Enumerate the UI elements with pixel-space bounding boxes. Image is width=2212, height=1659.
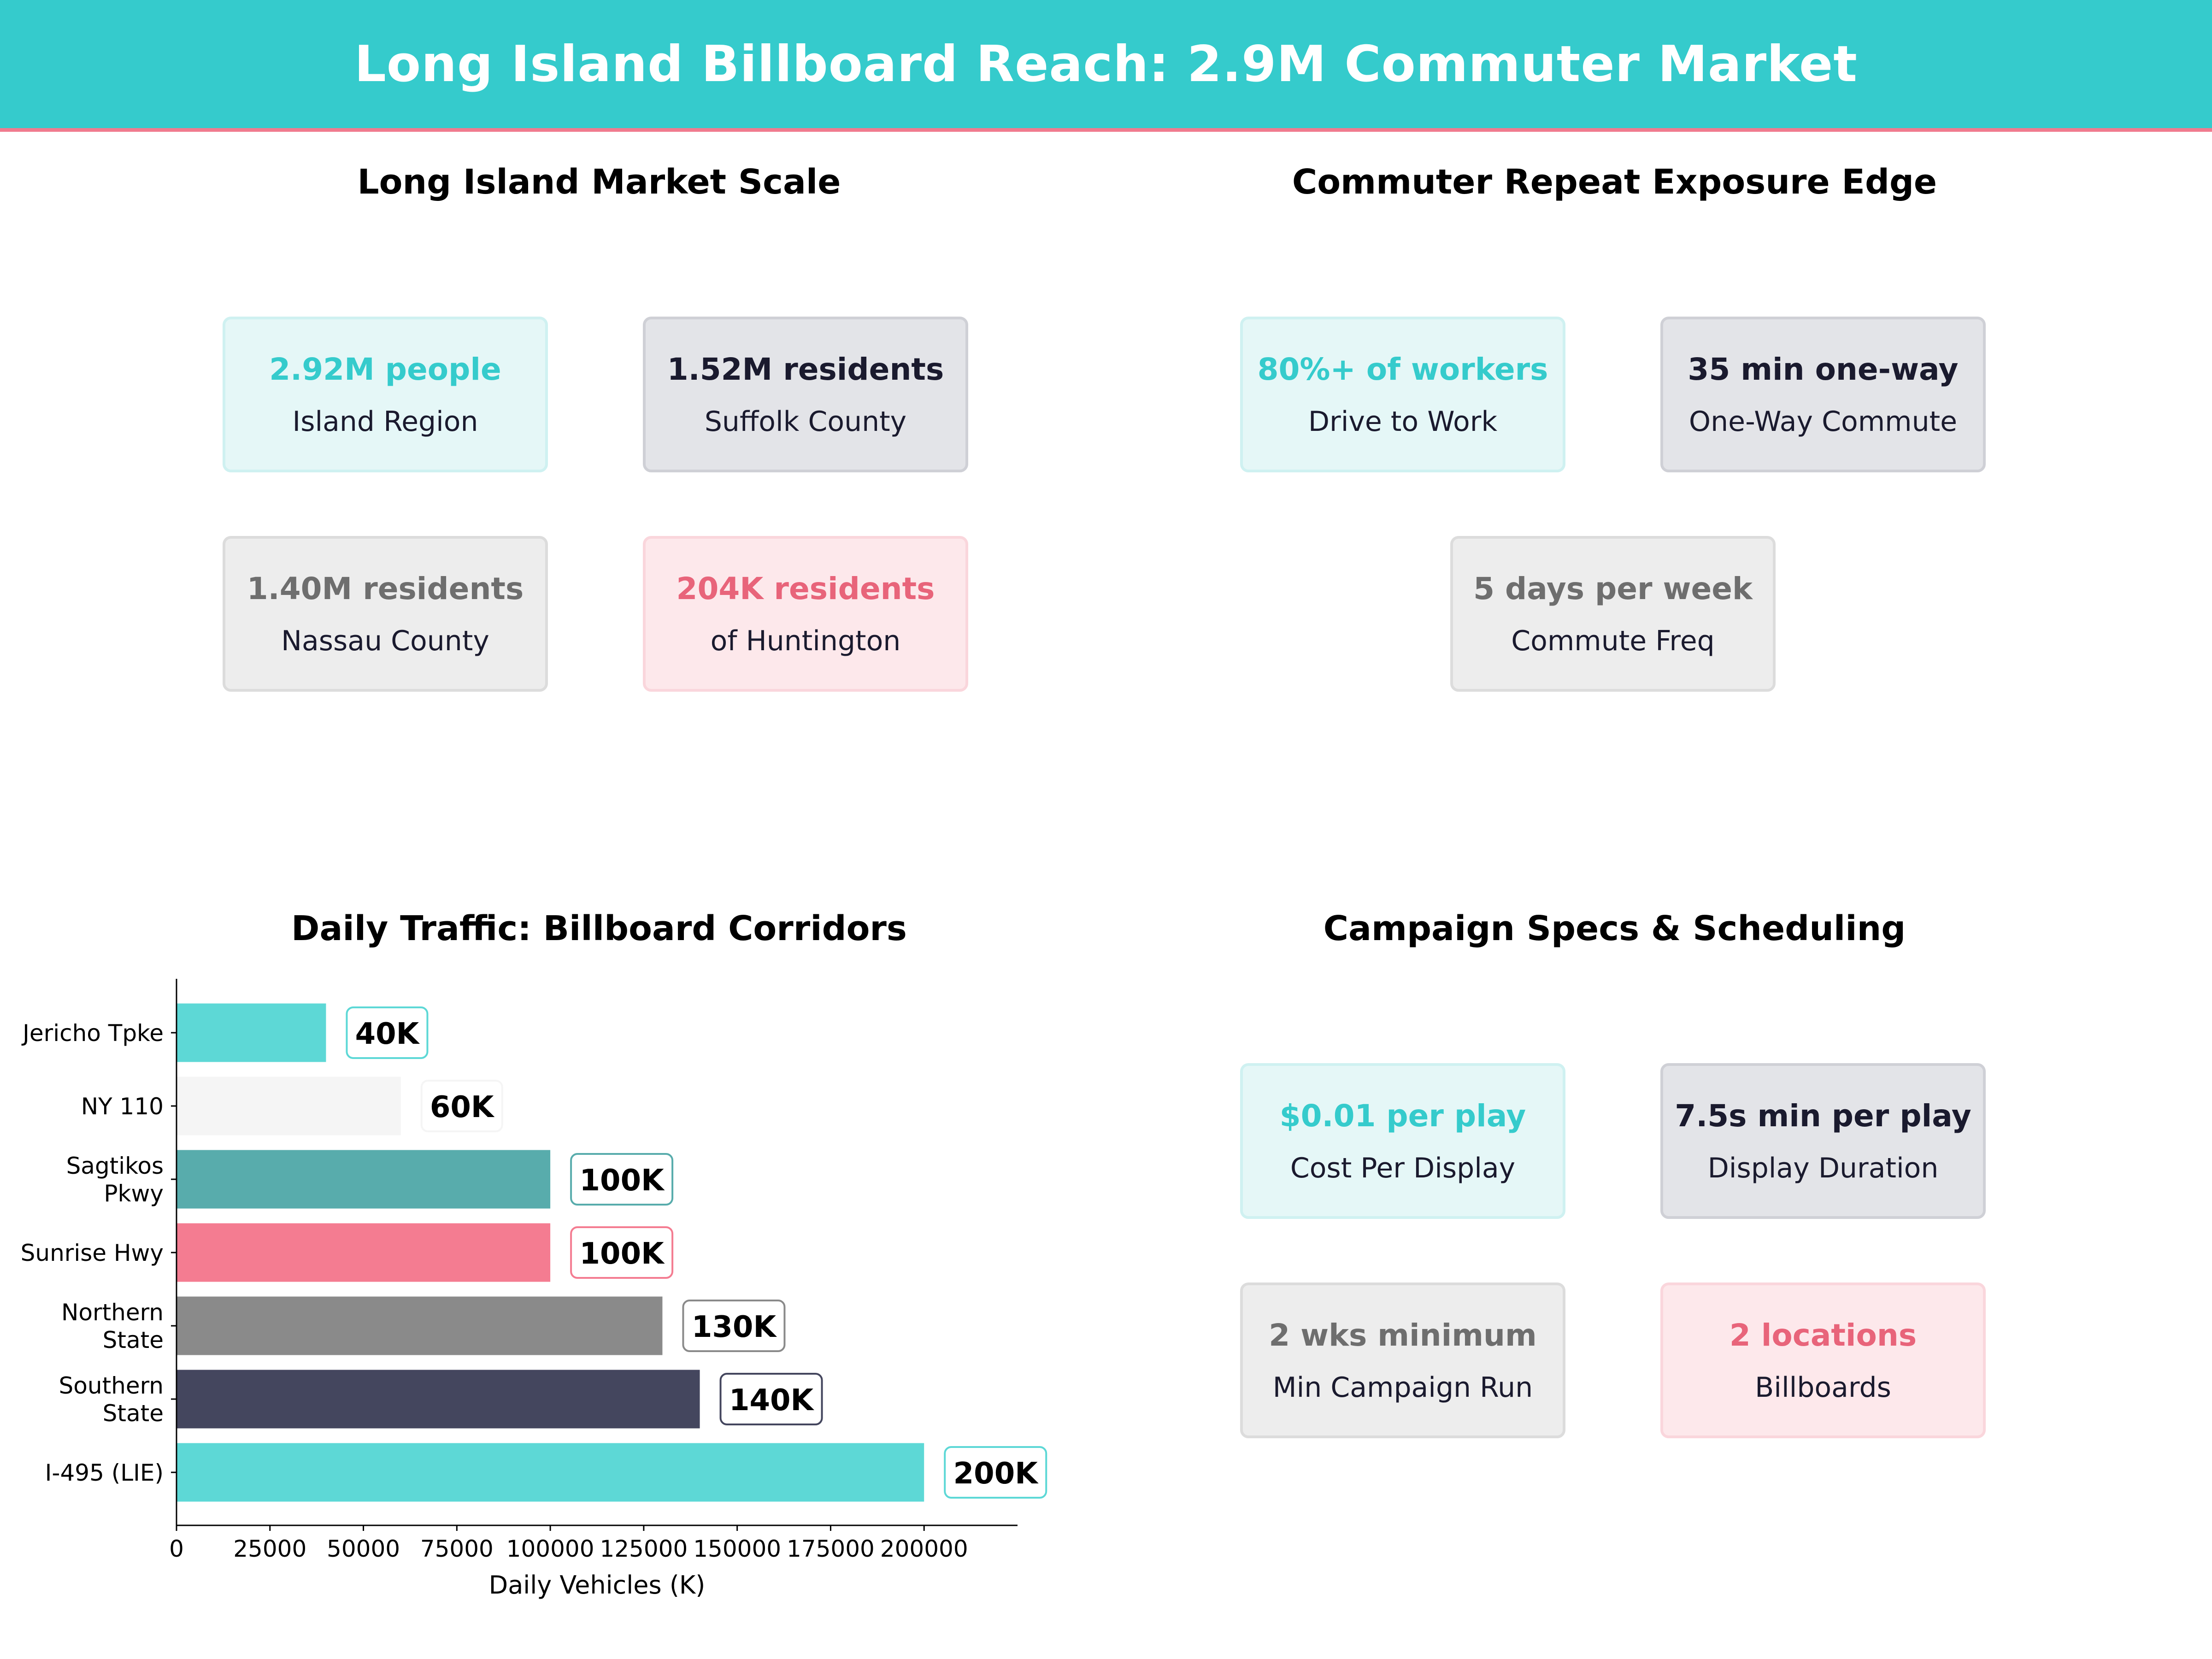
stat-value: 80%+ of workers <box>1257 351 1548 387</box>
stat-value: 2 locations <box>1729 1317 1917 1353</box>
market-scale-title: Long Island Market Scale <box>357 162 841 202</box>
bar <box>176 1223 551 1282</box>
data-label-box <box>944 1446 1047 1499</box>
data-label: 100K <box>580 1164 665 1198</box>
stat-card: 2 locations Billboards <box>1660 1282 1986 1438</box>
y-tick-label: Southern State <box>59 1372 164 1427</box>
x-tick-label: 0 <box>169 1535 184 1562</box>
data-label-box <box>719 1373 823 1425</box>
x-tick-label: 150000 <box>693 1535 781 1562</box>
data-label-box <box>570 1226 674 1279</box>
y-tick-label: I-495 (LIE) <box>45 1459 164 1486</box>
data-label-box <box>682 1300 786 1352</box>
stat-label: Island Region <box>292 405 478 438</box>
stat-card: 80%+ of workers Drive to Work <box>1240 317 1565 472</box>
stat-card: 2.92M people Island Region <box>223 317 548 472</box>
stat-label: of Huntington <box>710 624 901 657</box>
stat-value: 204K residents <box>676 571 935 606</box>
x-tick-label: 50000 <box>327 1535 400 1562</box>
x-tick-label: 25000 <box>233 1535 306 1562</box>
stat-label: Billboards <box>1755 1371 1891 1404</box>
data-label-box <box>346 1006 429 1059</box>
stat-value: 35 min one-way <box>1688 351 1959 387</box>
stat-value: 5 days per week <box>1473 571 1753 606</box>
stat-card: 1.40M residents Nassau County <box>223 536 548 692</box>
stat-label: Display Duration <box>1707 1152 1939 1184</box>
bar <box>176 1370 700 1429</box>
stat-label: Suffolk County <box>704 405 907 438</box>
data-label: 60K <box>430 1090 495 1124</box>
data-label: 40K <box>355 1017 420 1051</box>
stat-value: 1.52M residents <box>667 351 944 387</box>
stat-label: Commute Freq <box>1511 624 1715 657</box>
data-label: 100K <box>580 1237 665 1271</box>
bar <box>176 1003 326 1062</box>
stat-label: One-Way Commute <box>1688 405 1958 438</box>
stat-card: 7.5s min per play Display Duration <box>1660 1063 1986 1219</box>
stat-value: 2.92M people <box>269 351 501 387</box>
bar <box>176 1150 551 1209</box>
x-axis-label: Daily Vehicles (K) <box>489 1571 706 1600</box>
traffic-chart-title: Daily Traffic: Billboard Corridors <box>291 909 907 948</box>
stat-value: 1.40M residents <box>247 571 524 606</box>
stat-value: 2 wks minimum <box>1269 1317 1537 1353</box>
stat-card: $0.01 per play Cost Per Display <box>1240 1063 1565 1219</box>
stat-card: 35 min one-way One-Way Commute <box>1660 317 1986 472</box>
stat-label: Min Campaign Run <box>1272 1371 1533 1404</box>
stat-label: Drive to Work <box>1308 405 1498 438</box>
x-tick-label: 175000 <box>787 1535 875 1562</box>
x-tick-label: 200000 <box>880 1535 968 1562</box>
stat-value: $0.01 per play <box>1279 1098 1526 1134</box>
header-banner: Long Island Billboard Reach: 2.9M Commut… <box>0 0 2212 132</box>
y-tick-label: NY 110 <box>81 1093 164 1120</box>
campaign-specs-title: Campaign Specs & Scheduling <box>1323 909 1906 948</box>
y-tick-label: Sagtikos Pkwy <box>66 1153 164 1207</box>
bar <box>176 1443 924 1502</box>
traffic-bar-chart: Jericho Tpke 40K NY 110 60K Sagtikos Pkwy 100K… <box>21 979 1047 1600</box>
y-tick-label: Jericho Tpke <box>21 1020 164 1047</box>
x-tick-label: 125000 <box>600 1535 688 1562</box>
y-tick-label: Northern State <box>61 1299 164 1353</box>
stat-card: 1.52M residents Suffolk County <box>643 317 968 472</box>
data-label: 200K <box>953 1457 1039 1491</box>
data-label: 130K <box>692 1310 777 1344</box>
y-tick-label: Sunrise Hwy <box>21 1240 164 1266</box>
stat-label: Cost Per Display <box>1290 1152 1516 1184</box>
bar <box>176 1077 401 1135</box>
data-label-box <box>570 1153 674 1206</box>
stat-value: 7.5s min per play <box>1675 1098 1971 1134</box>
x-tick-label: 100000 <box>506 1535 594 1562</box>
data-label: 140K <box>729 1383 815 1418</box>
stat-label: Nassau County <box>281 624 489 657</box>
page-title: Long Island Billboard Reach: 2.9M Commut… <box>354 35 1858 93</box>
stat-card: 2 wks minimum Min Campaign Run <box>1240 1282 1565 1438</box>
x-tick-label: 75000 <box>420 1535 494 1562</box>
stat-card: 204K residents of Huntington <box>643 536 968 692</box>
data-label-box <box>420 1080 503 1132</box>
repeat-exposure-title: Commuter Repeat Exposure Edge <box>1292 162 1937 202</box>
bar <box>176 1296 663 1355</box>
stat-card: 5 days per week Commute Freq <box>1450 536 1776 692</box>
